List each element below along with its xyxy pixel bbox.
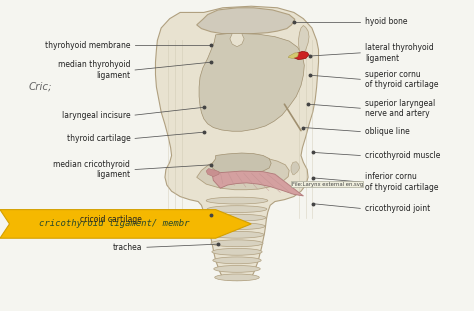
Text: hyoid bone: hyoid bone — [365, 17, 408, 26]
Ellipse shape — [214, 266, 260, 272]
Text: cricothyroid ligament/ membr: cricothyroid ligament/ membr — [38, 220, 189, 228]
Polygon shape — [230, 34, 244, 47]
Polygon shape — [155, 6, 319, 281]
Text: File:Larynx external en.svg: File:Larynx external en.svg — [292, 182, 363, 187]
Ellipse shape — [206, 197, 268, 204]
Text: oblique line: oblique line — [365, 127, 410, 136]
Text: thyrohyoid membrane: thyrohyoid membrane — [45, 41, 130, 49]
Text: superior cornu
of thyroid cartilage: superior cornu of thyroid cartilage — [365, 70, 438, 89]
Polygon shape — [206, 169, 219, 177]
Text: trachea: trachea — [113, 243, 142, 252]
Polygon shape — [212, 171, 303, 196]
Ellipse shape — [213, 257, 261, 264]
Text: median cricothyroid
ligament: median cricothyroid ligament — [54, 160, 130, 179]
Text: Cric;: Cric; — [28, 82, 52, 92]
Text: cricothyroid muscle: cricothyroid muscle — [365, 151, 440, 160]
Polygon shape — [299, 26, 309, 56]
Text: superior laryngeal
nerve and artery: superior laryngeal nerve and artery — [365, 99, 435, 118]
Text: cricothyroid joint: cricothyroid joint — [365, 204, 430, 213]
Polygon shape — [212, 153, 271, 175]
Ellipse shape — [212, 248, 262, 255]
Text: laryngeal incisure: laryngeal incisure — [62, 111, 130, 119]
Ellipse shape — [210, 231, 264, 238]
Polygon shape — [199, 34, 304, 131]
Polygon shape — [291, 162, 300, 175]
Polygon shape — [288, 53, 299, 58]
Polygon shape — [197, 8, 295, 34]
Polygon shape — [0, 210, 251, 238]
Ellipse shape — [208, 214, 266, 221]
Ellipse shape — [211, 240, 263, 247]
Text: thyroid cartilage: thyroid cartilage — [67, 134, 130, 143]
Ellipse shape — [209, 223, 265, 230]
Text: lateral thyrohyoid
ligament: lateral thyrohyoid ligament — [365, 43, 434, 63]
Text: inferior cornu
of thyroid cartilage: inferior cornu of thyroid cartilage — [365, 172, 438, 192]
Ellipse shape — [215, 274, 259, 281]
Polygon shape — [294, 51, 309, 60]
Text: cricoid cartilage: cricoid cartilage — [80, 215, 142, 224]
Ellipse shape — [207, 206, 267, 212]
Text: median thyrohyoid
ligament: median thyrohyoid ligament — [58, 60, 130, 80]
Polygon shape — [197, 157, 289, 190]
